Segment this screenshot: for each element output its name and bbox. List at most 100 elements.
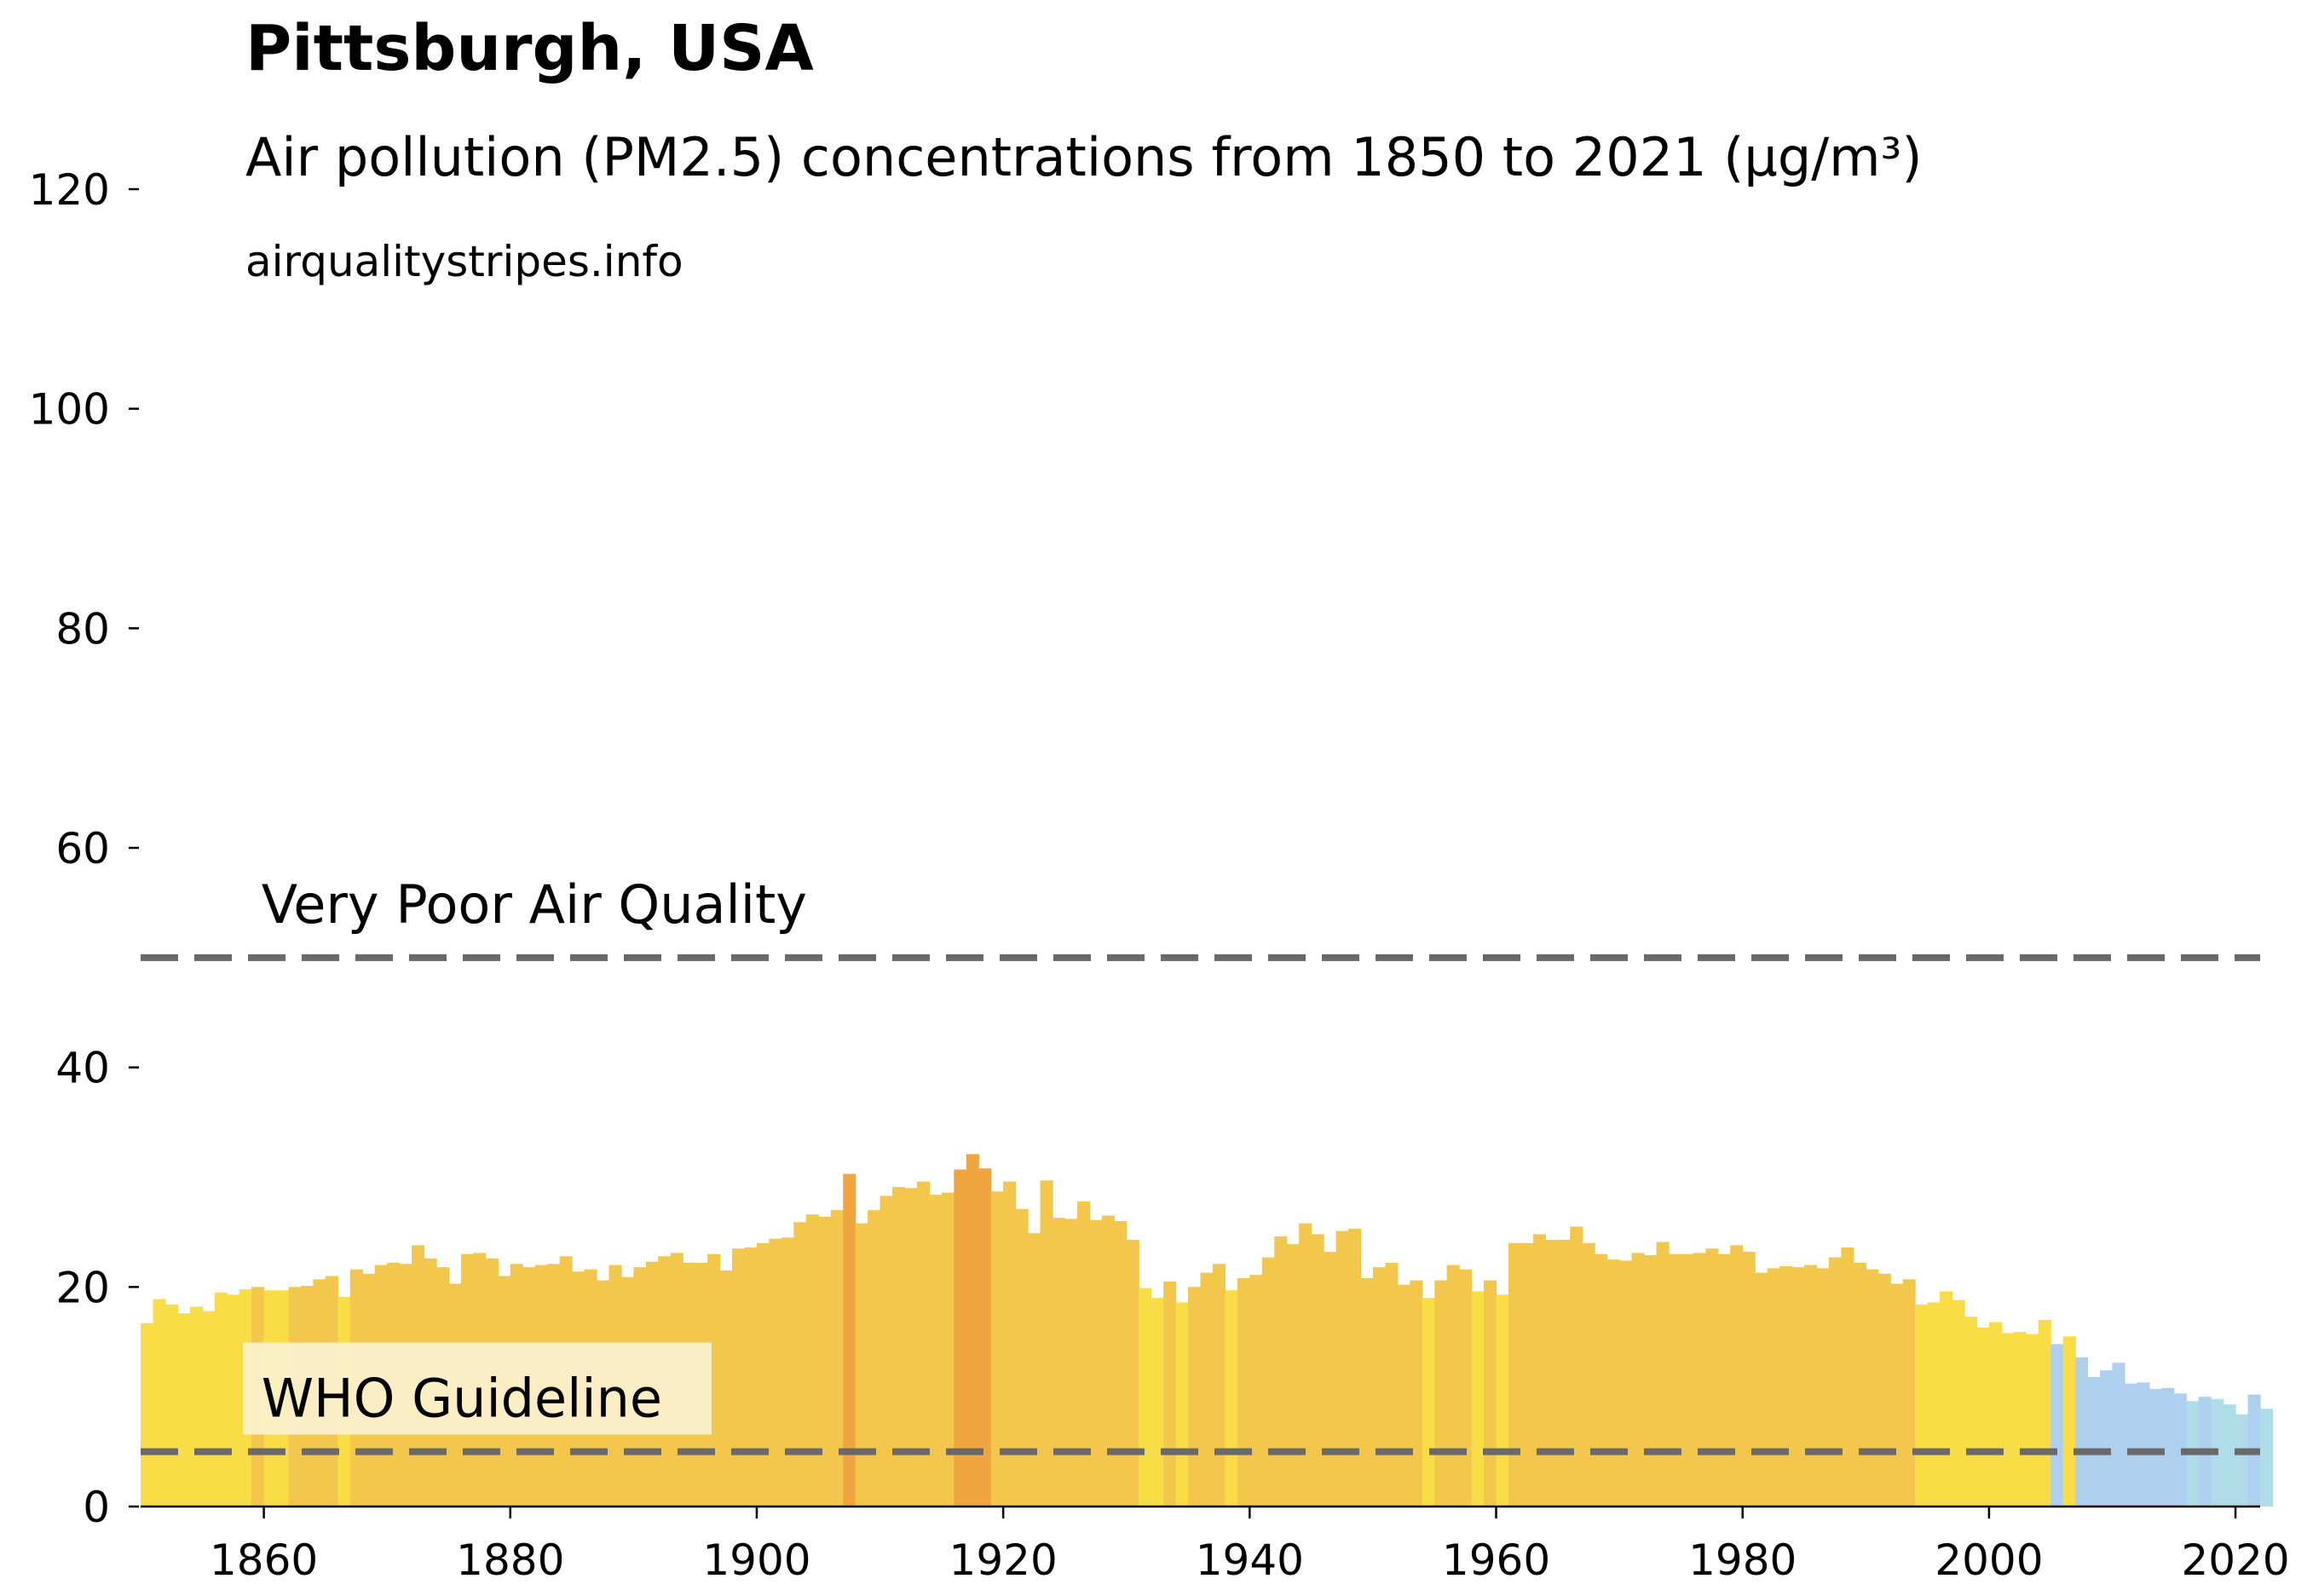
bar-1994 [1915, 1304, 1929, 1507]
bar-1910 [880, 1196, 893, 1507]
axes-group: 0 20 40 60 80 100 120 1860 1880 1900 1920 1940 1960 1… [29, 165, 2290, 1585]
ref-label-1: WHO Guideline [262, 1368, 662, 1430]
bar-2002 [2013, 1332, 2027, 1507]
x-tick-label-1960: 1960 [1442, 1536, 1550, 1585]
bar-2020 [2235, 1414, 2249, 1507]
bar-1944 [1299, 1223, 1312, 1507]
bar-1982 [1767, 1268, 1780, 1507]
bar-1952 [1397, 1284, 1410, 1507]
y-tick-label-40: 40 [55, 1044, 110, 1093]
bar-1961 [1508, 1242, 1522, 1507]
bar-1964 [1545, 1239, 1559, 1507]
bar-2005 [2050, 1344, 2064, 1507]
bar-1983 [1779, 1265, 1793, 1507]
bar-1915 [941, 1192, 955, 1507]
bar-1955 [1434, 1280, 1448, 1507]
bar-1942 [1274, 1236, 1288, 1507]
bar-1998 [1964, 1317, 1978, 1507]
bar-1956 [1446, 1265, 1460, 1507]
bar-1926 [1076, 1201, 1090, 1507]
bar-1960 [1496, 1294, 1509, 1507]
bar-2001 [2001, 1333, 2015, 1507]
bar-1852 [164, 1304, 178, 1507]
bars-group [141, 1154, 2274, 1507]
bar-1851 [153, 1299, 166, 1507]
bar-1962 [1520, 1242, 1534, 1507]
bar-1950 [1372, 1267, 1386, 1507]
x-tick-label-1900: 1900 [702, 1536, 810, 1585]
bar-1853 [177, 1313, 191, 1507]
bar-1899 [744, 1247, 758, 1507]
bar-1978 [1717, 1253, 1731, 1507]
bar-2011 [2124, 1383, 2138, 1507]
y-tick-label-60: 60 [55, 824, 110, 873]
bar-2003 [2026, 1334, 2039, 1507]
bar-1958 [1471, 1291, 1485, 1507]
bar-1929 [1114, 1221, 1128, 1507]
bar-1985 [1804, 1265, 1818, 1507]
bar-1901 [769, 1238, 782, 1507]
bar-2009 [2100, 1370, 2114, 1507]
ref-label-bg-1 [243, 1342, 712, 1435]
bar-1908 [855, 1223, 868, 1507]
y-tick-label-120: 120 [29, 165, 110, 215]
x-tick-label-1940: 1940 [1196, 1536, 1304, 1585]
bar-1907 [843, 1173, 856, 1507]
bar-1973 [1656, 1242, 1670, 1507]
y-tick-label-80: 80 [55, 604, 110, 654]
bar-1996 [1940, 1291, 1953, 1507]
bar-1927 [1089, 1219, 1103, 1507]
bar-1913 [916, 1181, 930, 1507]
bar-1900 [756, 1242, 770, 1507]
x-tick-label-1980: 1980 [1688, 1536, 1797, 1585]
bar-1938 [1225, 1290, 1238, 1507]
bar-1946 [1324, 1252, 1337, 1507]
bar-2012 [2137, 1382, 2150, 1507]
bar-1986 [1816, 1268, 1830, 1507]
bar-1963 [1532, 1234, 1546, 1507]
bar-1904 [805, 1214, 819, 1507]
bar-1947 [1335, 1230, 1349, 1507]
bar-1988 [1841, 1247, 1854, 1507]
bar-2004 [2038, 1319, 2051, 1507]
chart-title: Pittsburgh, USA [245, 12, 814, 85]
bar-1902 [781, 1237, 794, 1507]
y-tick-label-0: 0 [83, 1483, 110, 1532]
bar-1987 [1828, 1257, 1842, 1507]
bar-1968 [1595, 1253, 1608, 1507]
bar-1939 [1237, 1278, 1250, 1507]
bar-1975 [1681, 1253, 1694, 1507]
bar-1951 [1385, 1262, 1399, 1507]
bar-1916 [954, 1169, 967, 1507]
bar-1966 [1570, 1226, 1583, 1507]
bar-1953 [1410, 1280, 1423, 1507]
bar-1941 [1261, 1257, 1275, 1507]
bar-1949 [1360, 1278, 1374, 1507]
bar-1943 [1286, 1244, 1300, 1507]
bar-1984 [1791, 1267, 1805, 1507]
bar-2014 [2161, 1387, 2175, 1507]
x-tick-label-1920: 1920 [949, 1536, 1058, 1585]
bar-1856 [214, 1292, 228, 1507]
bar-1967 [1582, 1242, 1595, 1507]
bar-1905 [818, 1216, 832, 1507]
bar-1857 [227, 1294, 240, 1507]
bar-1850 [141, 1322, 154, 1507]
bar-1940 [1249, 1275, 1263, 1507]
bar-1957 [1459, 1269, 1473, 1507]
bar-1903 [793, 1222, 807, 1507]
bar-1974 [1668, 1253, 1682, 1507]
bar-1970 [1619, 1260, 1633, 1507]
bar-2013 [2148, 1389, 2162, 1507]
bar-1896 [707, 1253, 721, 1507]
bar-1990 [1866, 1269, 1879, 1507]
bar-1979 [1730, 1245, 1744, 1507]
bar-2015 [2173, 1393, 2187, 1507]
bar-1928 [1101, 1215, 1115, 1507]
bar-1972 [1644, 1254, 1658, 1507]
bar-1995 [1927, 1302, 1941, 1507]
bar-1920 [1003, 1181, 1017, 1507]
bar-1991 [1877, 1273, 1891, 1507]
bar-1923 [1040, 1180, 1053, 1507]
